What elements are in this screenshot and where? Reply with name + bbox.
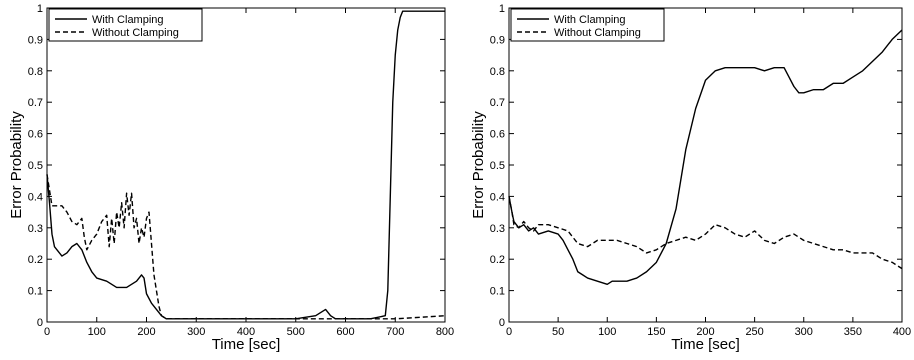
series-line-without-clamping [46, 174, 446, 320]
y-tick-label: 0.3 [490, 223, 505, 235]
y-tick-label: 0.2 [28, 254, 43, 266]
y-tick-label: 0.7 [490, 97, 505, 109]
x-tick-label: 400 [893, 326, 911, 338]
x-tick-label: 100 [598, 326, 616, 338]
x-tick-label: 700 [386, 326, 404, 338]
legend-label: With Clamping [92, 14, 164, 26]
y-tick-label: 0.7 [28, 97, 43, 109]
plot-frame [508, 7, 903, 323]
series-line-with-clamping [46, 10, 445, 320]
y-tick-label: 0.5 [490, 160, 505, 172]
x-tick-label: 200 [137, 326, 155, 338]
x-tick-label: 100 [88, 326, 106, 338]
y-axis-label: Error Probability [8, 111, 25, 219]
x-tick-label: 250 [745, 326, 763, 338]
x-tick-label: 200 [696, 326, 714, 338]
legend-label: Without Clamping [554, 27, 641, 39]
y-tick-label: 0.4 [490, 191, 505, 203]
y-tick-label: 1 [37, 3, 43, 15]
y-tick-label: 0 [499, 317, 505, 329]
y-tick-label: 0.6 [490, 129, 505, 141]
y-tick-label: 0.4 [28, 191, 43, 203]
x-tick-label: 400 [237, 326, 255, 338]
y-tick-label: 0.1 [28, 286, 43, 298]
chart-1: 0 100 200 300 400 500 600 700 800 0 0.1 0.2 0.3 0.4 0.… [8, 3, 454, 353]
y-tick-label: 0.2 [490, 254, 505, 266]
legend-box [48, 8, 203, 42]
y-tick-label: 1 [499, 3, 505, 15]
x-tick-label: 600 [336, 326, 354, 338]
plot-frame [46, 7, 446, 323]
series-line-without-clamping [508, 196, 903, 270]
x-axis-label: Time [sec] [212, 336, 281, 353]
chart-2: 0 50 100 150 200 250 300 350 400 0 0.1 0.2 0.3 0.4 0.5… [470, 3, 911, 353]
legend-box [510, 8, 665, 42]
x-tick-label: 500 [287, 326, 305, 338]
x-axis-label: Time [sec] [671, 336, 740, 353]
y-tick-label: 0.5 [28, 160, 43, 172]
x-tick-label: 300 [187, 326, 205, 338]
series-line-with-clamping [508, 29, 903, 286]
x-tick-label: 350 [844, 326, 862, 338]
y-tick-label: 0.8 [490, 66, 505, 78]
x-tick-label: 300 [795, 326, 813, 338]
y-tick-label: 0.8 [28, 66, 43, 78]
y-tick-label: 0.1 [490, 286, 505, 298]
x-tick-label: 0 [44, 326, 50, 338]
y-tick-label: 0 [37, 317, 43, 329]
legend-label: With Clamping [554, 14, 626, 26]
x-tick-label: 150 [647, 326, 665, 338]
y-tick-label: 0.3 [28, 223, 43, 235]
x-tick-label: 800 [436, 326, 454, 338]
x-tick-label: 0 [506, 326, 512, 338]
x-tick-label: 50 [552, 326, 564, 338]
y-axis-label: Error Probability [470, 111, 487, 219]
legend-label: Without Clamping [92, 27, 179, 39]
y-tick-label: 0.9 [28, 34, 43, 46]
y-tick-label: 0.9 [490, 34, 505, 46]
y-tick-label: 0.6 [28, 129, 43, 141]
